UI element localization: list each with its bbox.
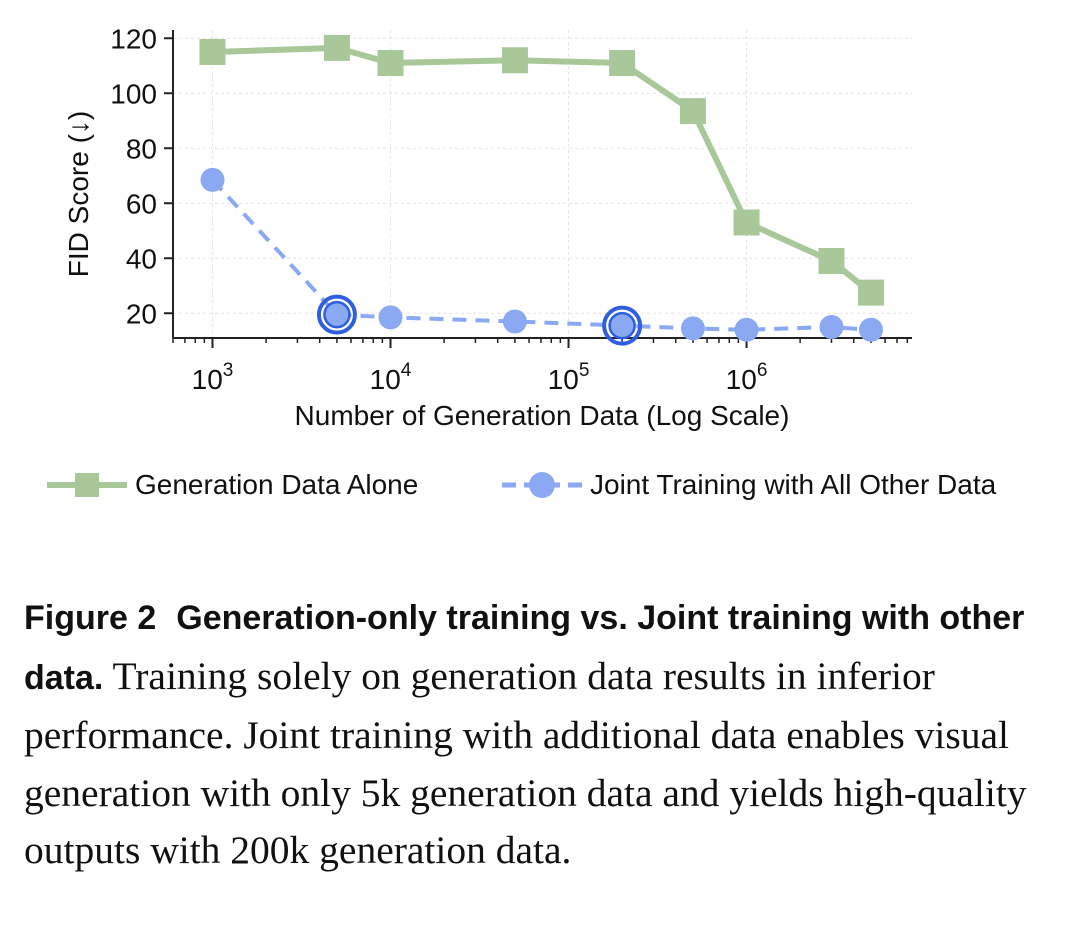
data-point-joint-training xyxy=(858,317,883,342)
y-tick-label: 60 xyxy=(126,188,157,219)
data-point-joint-training xyxy=(610,313,635,338)
data-point-joint-training xyxy=(200,167,225,192)
figure-caption: Figure 2 Generation-only training vs. Joi… xyxy=(24,588,1064,880)
caption-title: Generation-only training vs. Joint train… xyxy=(24,599,1025,697)
caption-body: Training solely on generation data resul… xyxy=(24,653,1027,873)
data-series xyxy=(199,34,884,346)
data-point-joint-training xyxy=(324,302,349,327)
axis-ticks: 20 40 60 80 100 120 103 104 105 106 xyxy=(110,23,909,395)
x-tick-label: 103 xyxy=(192,360,234,395)
highlight-ring-inner xyxy=(608,311,636,340)
x-tick-label: 105 xyxy=(548,360,590,395)
legend-entry-generation-alone: Generation Data Alone xyxy=(45,462,418,508)
y-axis-label: FID Score (↓) xyxy=(63,111,94,277)
data-point-generation-alone xyxy=(377,50,404,76)
data-point-joint-training xyxy=(819,315,844,339)
series-line-joint-training xyxy=(211,178,872,332)
legend-entry-joint-training: Joint Training with All Other Data xyxy=(500,462,996,508)
data-point-generation-alone xyxy=(733,209,760,236)
data-point-joint-training xyxy=(680,316,705,341)
fid-line-chart: 20 40 60 80 100 120 103 104 105 106 Number of Gen… xyxy=(63,23,912,431)
data-point-joint-training xyxy=(502,309,527,334)
grid-lines xyxy=(173,30,912,338)
chart-legend: Generation Data Alone Joint Training wit… xyxy=(45,462,1065,508)
data-point-joint-training xyxy=(378,305,403,330)
y-tick-label: 40 xyxy=(126,243,157,274)
y-tick-label: 120 xyxy=(110,23,157,54)
x-axis-label: Number of Generation Data (Log Scale) xyxy=(295,400,790,431)
y-tick-label: 20 xyxy=(126,298,157,329)
legend-green-square-icon xyxy=(47,473,127,497)
highlight-ring xyxy=(316,294,357,335)
highlight-ring-inner xyxy=(323,300,351,329)
highlight-ring xyxy=(602,305,643,346)
legend-label-joint-training: Joint Training with All Other Data xyxy=(590,469,997,500)
y-tick-label: 100 xyxy=(110,78,157,109)
data-point-generation-alone xyxy=(199,39,226,65)
data-point-generation-alone xyxy=(609,50,636,76)
data-point-generation-alone xyxy=(857,279,884,306)
y-tick-label: 80 xyxy=(126,133,157,164)
series-line-generation-alone xyxy=(212,44,873,295)
data-point-generation-alone xyxy=(679,98,706,125)
data-point-generation-alone xyxy=(818,248,845,274)
axes xyxy=(172,30,912,339)
x-tick-label: 104 xyxy=(370,360,412,395)
data-point-generation-alone xyxy=(323,34,350,61)
data-point-generation-alone xyxy=(501,47,528,74)
legend-label-generation-alone: Generation Data Alone xyxy=(135,469,419,500)
legend-blue-circle-icon xyxy=(502,472,582,498)
caption-label: Figure 2 xyxy=(24,599,157,637)
x-tick-label: 106 xyxy=(726,360,768,395)
data-point-joint-training xyxy=(734,317,759,342)
